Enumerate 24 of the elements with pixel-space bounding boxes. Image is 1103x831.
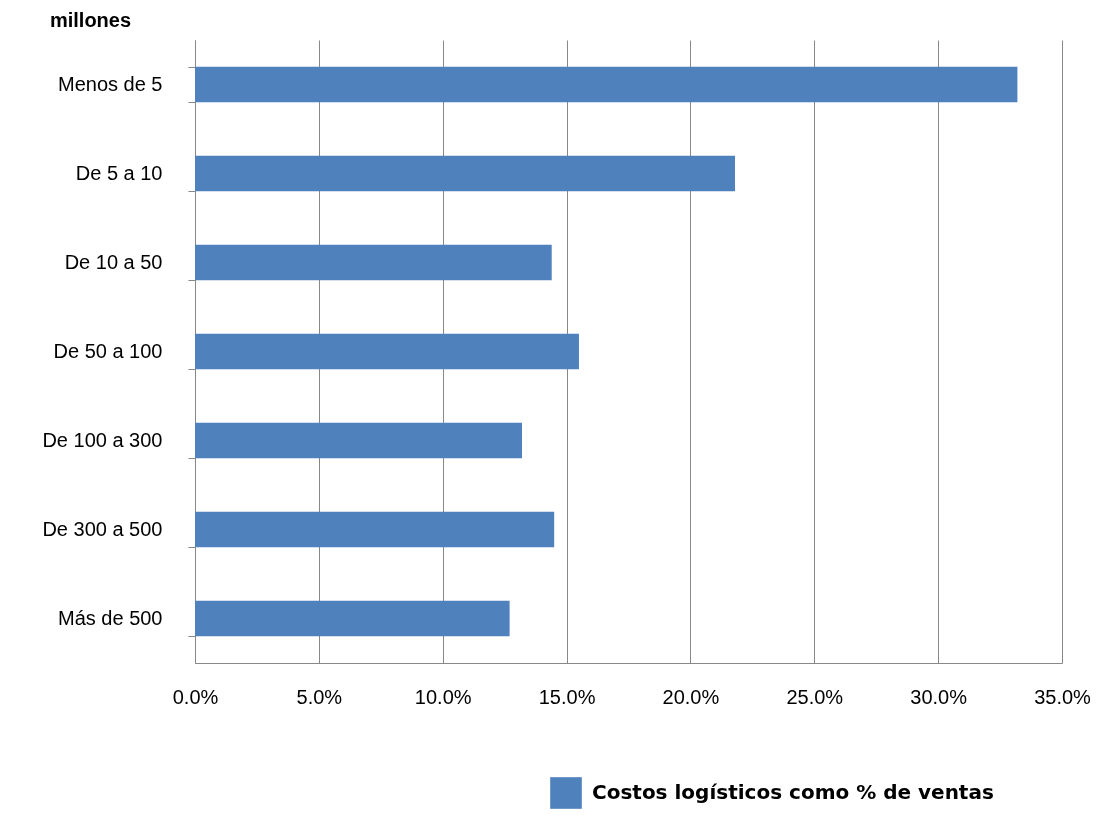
x-tick-label: 15.0%	[538, 685, 596, 708]
bar	[195, 155, 736, 192]
x-tick-label: 10.0%	[414, 685, 472, 708]
bar	[195, 244, 552, 281]
y-tick-label: De 300 a 500	[42, 518, 163, 540]
y-tick-label: De 50 a 100	[53, 340, 163, 362]
y-tick-label: De 10 a 50	[64, 251, 163, 273]
y-tick-label: De 100 a 300	[42, 429, 163, 451]
bar	[195, 333, 579, 370]
bar	[195, 600, 510, 637]
bar	[195, 511, 555, 548]
y-tick-label: De 5 a 10	[75, 162, 163, 184]
x-tick-label: 30.0%	[910, 685, 968, 708]
y-tick-label: Más de 500	[57, 607, 163, 629]
x-tick-label: 0.0%	[172, 685, 219, 708]
legend-label: Costos logísticos como % de ventas	[592, 780, 994, 804]
x-tick-label: 5.0%	[296, 685, 343, 708]
bar	[195, 66, 1018, 103]
y-tick-label: Menos de 5	[57, 73, 163, 95]
x-tick-label: 25.0%	[786, 685, 844, 708]
x-tick-label: 35.0%	[1034, 685, 1092, 708]
y-axis-title: millones	[49, 8, 132, 31]
x-tick-label: 20.0%	[662, 685, 720, 708]
bar	[195, 422, 522, 459]
